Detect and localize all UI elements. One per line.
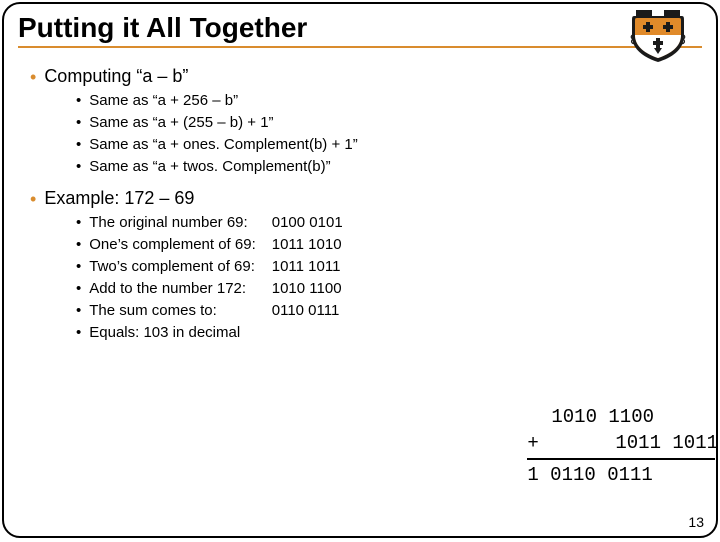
bullet-text: Example: 172 – 69: [44, 188, 194, 209]
sublist-example: • The original number 69: • One’s compleme…: [76, 212, 712, 344]
bits-value: 1011 1010: [272, 234, 343, 256]
slide-frame: Putting it All Together: [2, 2, 718, 538]
plus-sign: +: [527, 430, 551, 456]
title-area: Putting it All Together: [4, 4, 716, 52]
addition-rule: [527, 458, 715, 460]
princeton-shield-icon: [618, 8, 698, 64]
bullet-dot-icon: •: [76, 234, 81, 256]
title-underline: [18, 46, 702, 48]
bits-value: 0100 0101: [272, 212, 343, 234]
sub-bullet: • Two’s complement of 69:: [76, 256, 256, 278]
sub-bullet: • One’s complement of 69:: [76, 234, 256, 256]
slide-content: • Computing “a – b” • Same as “a + 256 – …: [4, 52, 716, 344]
sub-text: Same as “a + twos. Complement(b)”: [89, 156, 330, 178]
bullet-dot-icon: •: [76, 322, 81, 344]
example-row: • The original number 69: • One’s compleme…: [76, 212, 712, 344]
sub-text: Same as “a + (255 – b) + 1”: [89, 112, 273, 134]
bullet-dot-icon: •: [76, 278, 81, 300]
sub-text: Equals: 103 in decimal: [89, 322, 240, 344]
bits-value: 1011 1011: [272, 256, 343, 278]
addition-operand2: 1011 1011: [615, 430, 718, 456]
sub-bullet: • The original number 69:: [76, 212, 256, 234]
bullet-dot-icon: •: [76, 134, 81, 156]
bullet-dot-icon: •: [76, 156, 81, 178]
bullet-dot-icon: •: [76, 300, 81, 322]
bullet-dot-icon: •: [76, 256, 81, 278]
binary-addition: 1010 1100 + 1011 1011 1 0110 0111: [527, 404, 718, 488]
sublist-computing: • Same as “a + 256 – b” • Same as “a + (25…: [76, 90, 712, 178]
sub-bullet: • Same as “a + twos. Complement(b)”: [76, 156, 712, 178]
bullet-example: • Example: 172 – 69: [30, 188, 712, 210]
addition-line2: + 1011 1011: [527, 430, 718, 456]
bits-value: 1010 1100: [272, 278, 343, 300]
bullet-computing: • Computing “a – b”: [30, 66, 712, 88]
sub-text: The sum comes to:: [89, 300, 217, 322]
sub-text: One’s complement of 69:: [89, 234, 255, 256]
sub-bullet: • Same as “a + ones. Complement(b) + 1”: [76, 134, 712, 156]
sub-bullet: • Same as “a + (255 – b) + 1”: [76, 112, 712, 134]
bullet-text: Computing “a – b”: [44, 66, 188, 87]
sub-bullet: • Add to the number 172:: [76, 278, 256, 300]
slide-title: Putting it All Together: [18, 12, 702, 44]
sub-bullet: • The sum comes to:: [76, 300, 256, 322]
sub-text: Same as “a + 256 – b”: [89, 90, 238, 112]
sub-text: Add to the number 172:: [89, 278, 246, 300]
sub-text: The original number 69:: [89, 212, 247, 234]
page-number: 13: [688, 514, 704, 530]
bullet-dot-icon: •: [30, 188, 36, 210]
bullet-dot-icon: •: [76, 212, 81, 234]
bullet-dot-icon: •: [76, 112, 81, 134]
bullet-dot-icon: •: [76, 90, 81, 112]
addition-operand1: 1010 1100: [527, 404, 718, 430]
sub-text: Two’s complement of 69:: [89, 256, 255, 278]
bits-value: 0110 0111: [272, 300, 343, 322]
bullet-dot-icon: •: [30, 66, 36, 88]
sub-text: Same as “a + ones. Complement(b) + 1”: [89, 134, 357, 156]
sub-bullet: • Same as “a + 256 – b”: [76, 90, 712, 112]
sub-bullet: • Equals: 103 in decimal: [76, 322, 256, 344]
addition-result: 1 0110 0111: [527, 462, 718, 488]
example-bits-column: 0100 0101 1011 1010 1011 1011 1010 1100 …: [272, 212, 343, 322]
